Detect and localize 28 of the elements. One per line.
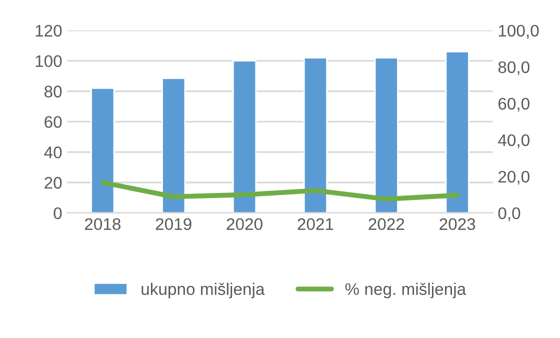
- x-tick-label: 2018: [84, 218, 120, 230]
- y2-tick-label: 60,0: [498, 98, 530, 112]
- line-series: [100, 180, 460, 202]
- bar: [90, 88, 115, 213]
- y-tick-label: 60: [44, 116, 62, 128]
- y-tick-label: 80: [44, 86, 62, 98]
- y2-tick-label: 0,0: [498, 207, 520, 222]
- x-tick-label: 2019: [156, 218, 192, 230]
- bar: [162, 78, 186, 213]
- bar: [232, 60, 257, 213]
- bar: [374, 57, 398, 213]
- x-tick-label: 2020: [226, 218, 262, 230]
- y-tick-label: 40: [44, 146, 62, 158]
- x-tick-label: 2022: [368, 218, 404, 230]
- y-tick-label: 0: [54, 207, 62, 220]
- legend-label: ukupno mišljenja: [142, 282, 265, 298]
- legend-label: % neg. mišljenja: [345, 282, 466, 298]
- x-tick-label: 2023: [440, 218, 476, 230]
- y2-tick-label: 40,0: [498, 134, 530, 148]
- y2-tick-label: 80,0: [498, 61, 530, 76]
- y-tick-label: 120: [36, 24, 62, 37]
- y-tick-label: 20: [44, 176, 62, 189]
- bar: [445, 51, 470, 213]
- bar: [303, 57, 328, 213]
- y2-tick-label: 20,0: [498, 170, 530, 185]
- y-tick-label: 100: [36, 55, 62, 68]
- y2-tick-label: 100,0: [498, 24, 539, 39]
- x-tick-label: 2021: [298, 218, 334, 230]
